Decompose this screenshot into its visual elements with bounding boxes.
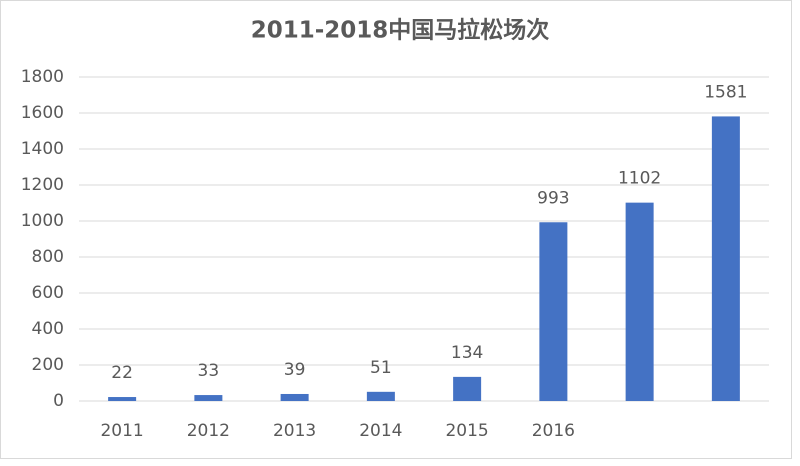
- bar: [539, 222, 568, 401]
- x-tick-label: 2014: [359, 421, 402, 441]
- x-tick-label: 2011: [100, 421, 143, 441]
- x-tick-label: 2015: [445, 421, 488, 441]
- y-tick-label: 1600: [21, 103, 64, 123]
- bar: [453, 376, 482, 401]
- data-label: 39: [284, 360, 306, 380]
- y-tick-label: 600: [32, 283, 64, 303]
- y-tick-label: 1200: [21, 175, 64, 195]
- y-tick-label: 1400: [21, 139, 64, 159]
- data-label: 1581: [704, 82, 747, 102]
- y-tick-label: 1800: [21, 67, 64, 87]
- data-label: 33: [198, 361, 220, 381]
- chart-title: 2011-2018中国马拉松场次: [251, 17, 550, 44]
- y-tick-label: 400: [32, 319, 64, 339]
- bar: [366, 391, 395, 401]
- data-label: 22: [111, 363, 133, 383]
- y-tick-label: 800: [32, 247, 64, 267]
- y-tick-label: 1000: [21, 211, 64, 231]
- x-tick-label: 2016: [532, 421, 575, 441]
- bar: [108, 397, 137, 401]
- y-tick-label: 200: [32, 355, 64, 375]
- x-tick-label: 2013: [273, 421, 316, 441]
- bar: [280, 393, 309, 401]
- chart-border: [0, 0, 792, 459]
- data-label: 51: [370, 358, 392, 378]
- data-label: 134: [451, 343, 483, 363]
- y-tick-label: 0: [53, 391, 64, 411]
- bar: [711, 116, 740, 402]
- x-tick-label: 2012: [187, 421, 230, 441]
- data-label: 1102: [618, 169, 661, 189]
- bar: [194, 395, 223, 401]
- data-label: 993: [537, 188, 569, 208]
- bar: [625, 202, 654, 401]
